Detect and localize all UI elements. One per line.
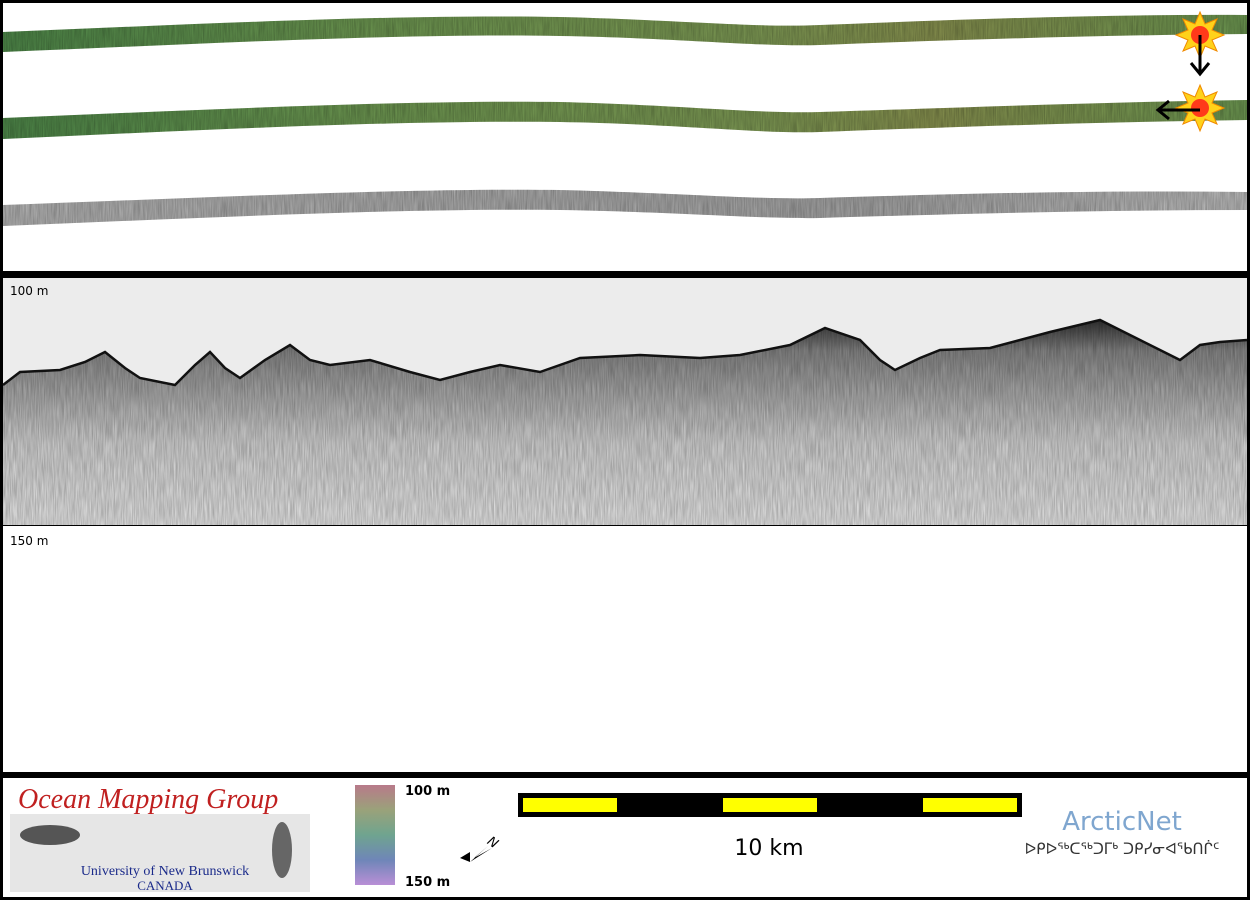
scale-label: 10 km [734,836,803,861]
scale-segment [723,798,817,812]
scale-segment [923,798,1017,812]
arrow-head [1189,62,1211,77]
profile-empty [3,526,1247,772]
colorbar [355,785,395,885]
colorbar-label: 150 m [405,875,450,890]
scale-segment [523,798,617,812]
scale-bar: 10 km [518,793,1022,861]
map-panel [3,3,1247,271]
colorbar-label: 100 m [405,784,450,799]
logo-university: University of New Brunswick [81,864,249,879]
depth-label: 100 m [10,284,48,298]
echo-texture [3,320,1247,525]
swath-texture [3,100,1247,139]
logo-graphic [20,825,80,845]
north-cross [460,852,480,872]
swath-texture [3,189,1247,226]
arrow-head [1155,99,1170,121]
depth-label: 150 m [10,534,48,548]
position-markers [1155,10,1226,133]
partner-subtitle: ᐅᑭᐅᖅᑕᖅᑐᒥᒃ ᑐᑭᓯᓂᐊᖃᑎᒌᑦ [1025,840,1220,858]
logo-country: CANADA [137,878,193,893]
swaths [3,14,1247,226]
logo-graphic [272,822,292,878]
logo-title: Ocean Mapping Group [18,784,278,815]
seafloor-line [2,318,1248,387]
north-needle [470,846,492,862]
swath-texture [3,14,1247,52]
partner-name: ArcticNet [1062,807,1182,837]
omg-logo: Ocean Mapping Group University of New Br… [10,784,310,893]
sun-core [1191,99,1209,117]
